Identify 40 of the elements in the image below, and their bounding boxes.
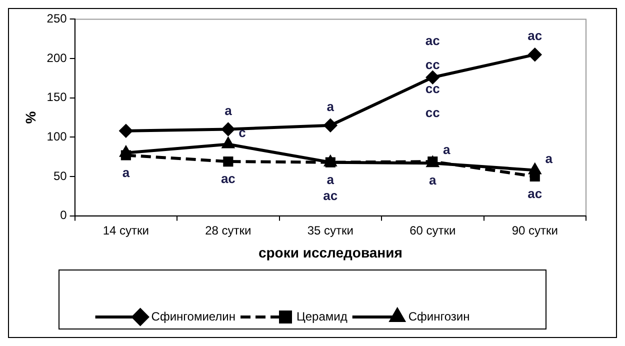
annotation: cc	[425, 56, 440, 72]
point	[223, 156, 234, 167]
annotation: ac	[425, 32, 440, 48]
point	[324, 118, 337, 132]
y-tick-label: 150	[46, 90, 68, 104]
legend-label: Церамид	[296, 309, 348, 324]
x-tick-label: 28 сутки	[205, 223, 252, 238]
y-tick-label: 250	[46, 12, 68, 26]
y-axis-title: %	[22, 110, 38, 124]
annotation: c	[238, 124, 246, 140]
x-tick-label: 14 сутки	[102, 223, 150, 238]
x-tick-label: 90 сутки	[512, 223, 558, 238]
y-tick-label: 200	[46, 50, 68, 65]
annotation: a	[326, 172, 335, 187]
annotation: a	[224, 102, 233, 118]
point	[426, 70, 440, 84]
x-tick-label: 35 сутки	[307, 223, 354, 238]
point	[528, 48, 542, 62]
annotation: ac	[323, 188, 338, 203]
annotation: cc	[425, 104, 440, 120]
point	[222, 122, 235, 136]
annotation: a	[443, 142, 452, 158]
x-axis-title: сроки исследования	[258, 244, 402, 260]
annotation: ac	[528, 28, 542, 44]
x-tick-label: 60 сутки	[410, 223, 456, 238]
annotation: ac	[528, 186, 542, 202]
annotation: a	[122, 164, 130, 180]
legend-label: Сфингомиелин	[151, 309, 236, 324]
point	[222, 138, 234, 148]
y-tick-label: 0	[60, 208, 68, 222]
annotation: a	[326, 98, 335, 114]
y-tick-label: 50	[53, 168, 68, 183]
annotation: cc	[425, 80, 440, 96]
legend-label: Сфингозин	[408, 309, 470, 324]
annotation: a	[429, 172, 438, 188]
point	[119, 124, 132, 138]
annotation: a	[545, 150, 554, 166]
annotation: ac	[220, 171, 236, 186]
point	[120, 150, 131, 160]
y-tick-label: 100	[46, 129, 68, 144]
